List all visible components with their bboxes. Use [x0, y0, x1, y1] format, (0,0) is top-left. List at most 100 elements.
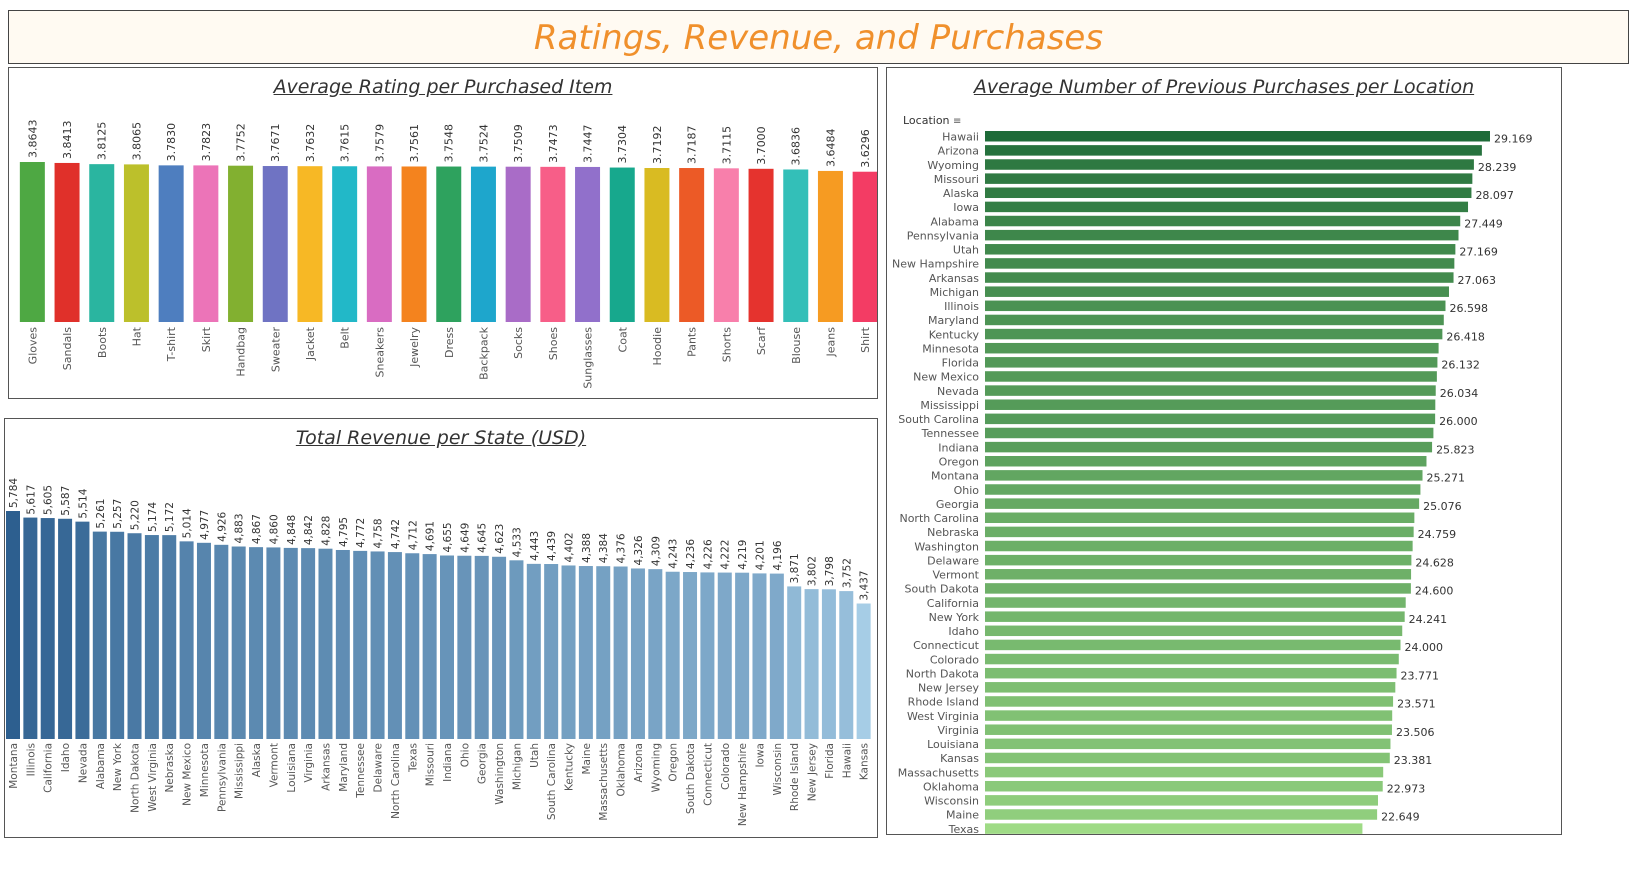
revenue-category-label: Virginia: [303, 743, 315, 783]
revenue-value-label: 4,867: [251, 514, 263, 544]
revenue-bar: [630, 568, 645, 739]
purchases-category-label: North Carolina: [899, 512, 979, 525]
revenue-bar: [110, 531, 125, 739]
revenue-value-label: 5,172: [164, 502, 176, 532]
revenue-bar: [40, 518, 55, 739]
rating-bar: [644, 168, 670, 322]
revenue-category-label: Rhode Island: [789, 743, 801, 811]
dashboard-header: Ratings, Revenue, and Purchases: [8, 10, 1629, 64]
rating-category-label: Socks: [512, 327, 525, 359]
purchases-category-label: Idaho: [948, 625, 979, 638]
purchases-bar: [985, 512, 1415, 524]
rating-value-label: 3.7548: [443, 124, 456, 163]
rating-value-label: 3.7615: [339, 124, 352, 163]
revenue-bar: [561, 565, 576, 739]
purchases-category-label: Vermont: [933, 569, 980, 582]
revenue-value-label: 4,196: [772, 540, 784, 570]
revenue-value-label: 4,201: [754, 540, 766, 570]
revenue-category-label: North Carolina: [390, 743, 402, 819]
purchases-value-label: 28.097: [1475, 189, 1514, 202]
revenue-chart-title: Total Revenue per State (USD): [295, 427, 587, 449]
purchases-value-label: 24.000: [1405, 641, 1444, 654]
purchases-bar: [985, 229, 1459, 241]
rating-bar: [748, 168, 774, 322]
purchases-category-label: West Virginia: [907, 710, 979, 723]
revenue-category-label: Kentucky: [564, 743, 576, 791]
purchases-category-label: Pennsylvania: [907, 229, 979, 242]
rating-bar: [89, 164, 115, 322]
revenue-bar: [266, 547, 281, 739]
rating-bar: [401, 166, 427, 322]
revenue-value-label: 4,842: [303, 515, 315, 545]
purchases-category-label: Maryland: [928, 314, 979, 327]
purchases-category-label: Minnesota: [922, 342, 979, 355]
rating-bar: [505, 166, 531, 322]
purchases-category-label: Virginia: [938, 724, 979, 737]
revenue-value-label: 5,587: [60, 486, 72, 516]
rating-bar: [19, 162, 45, 322]
purchases-value-label: 24.759: [1418, 528, 1457, 541]
rating-value-label: 3.7561: [408, 124, 421, 163]
rating-value-label: 3.7632: [304, 124, 317, 162]
revenue-bar: [231, 546, 246, 739]
revenue-category-label: Tennessee: [355, 743, 367, 799]
revenue-category-label: Utah: [529, 743, 541, 768]
rating-bar: [817, 170, 843, 322]
rating-bar: [262, 166, 288, 322]
purchases-bar: [985, 738, 1391, 750]
revenue-category-label: Arkansas: [320, 743, 332, 791]
revenue-bar: [596, 566, 611, 739]
rating-value-label: 3.6296: [859, 129, 872, 168]
purchases-category-label: Michigan: [930, 286, 979, 299]
revenue-bar: [665, 571, 680, 739]
revenue-value-label: 4,758: [373, 518, 385, 548]
rating-value-label: 3.7000: [755, 126, 768, 165]
purchases-bar: [985, 399, 1436, 410]
rating-bar: [123, 164, 149, 322]
purchases-category-label: Wisconsin: [924, 795, 979, 808]
revenue-value-label: 4,443: [529, 531, 541, 561]
revenue-category-label: Illinois: [25, 743, 37, 776]
purchases-category-label: Georgia: [936, 498, 979, 511]
rating-value-label: 3.7671: [269, 124, 282, 163]
purchases-category-label: Tennessee: [921, 427, 980, 440]
revenue-bar: [648, 569, 663, 739]
rating-bar: [228, 165, 254, 322]
rating-value-label: 3.8643: [26, 120, 39, 159]
purchases-bar: [985, 710, 1393, 721]
rating-value-label: 3.7304: [616, 125, 629, 164]
location-header[interactable]: Location ≡: [903, 114, 961, 127]
rating-value-label: 3.8413: [61, 120, 74, 159]
revenue-value-label: 4,645: [477, 523, 489, 553]
purchases-category-label: Arkansas: [929, 272, 979, 285]
location-header-label: Location: [903, 114, 950, 127]
rating-category-label: Dress: [443, 327, 456, 358]
rating-value-label: 3.8125: [96, 122, 109, 161]
revenue-category-label: Wyoming: [650, 743, 662, 792]
purchases-value-label: 25.076: [1423, 500, 1462, 513]
purchases-bar: [985, 780, 1383, 792]
revenue-category-label: Arizona: [633, 743, 645, 782]
revenue-category-label: Idaho: [60, 743, 72, 772]
rating-value-label: 3.7830: [165, 123, 178, 162]
purchases-bar: [985, 328, 1443, 340]
revenue-bar: [700, 572, 715, 739]
sort-icon[interactable]: ≡: [953, 116, 962, 127]
purchases-chart-title: Average Number of Previous Purchases per…: [973, 76, 1475, 98]
purchases-category-label: Kentucky: [929, 328, 980, 341]
purchases-bar: [985, 427, 1434, 439]
rating-category-label: Gloves: [26, 327, 39, 365]
purchases-category-label: Louisiana: [927, 738, 979, 751]
revenue-category-label: Pennsylvania: [216, 743, 228, 812]
revenue-bar: [492, 556, 507, 739]
revenue-category-label: California: [43, 743, 55, 793]
revenue-category-label: Florida: [824, 743, 836, 779]
revenue-value-label: 5,605: [43, 485, 55, 515]
revenue-value-label: 5,261: [95, 499, 107, 529]
purchases-value-label: 23.381: [1394, 754, 1433, 767]
rating-category-label: Shorts: [720, 327, 733, 363]
revenue-bar: [717, 572, 732, 739]
rating-category-label: T-shirt: [165, 326, 178, 362]
purchases-bar: [985, 187, 1472, 199]
dashboard-title: Ratings, Revenue, and Purchases: [533, 18, 1104, 58]
